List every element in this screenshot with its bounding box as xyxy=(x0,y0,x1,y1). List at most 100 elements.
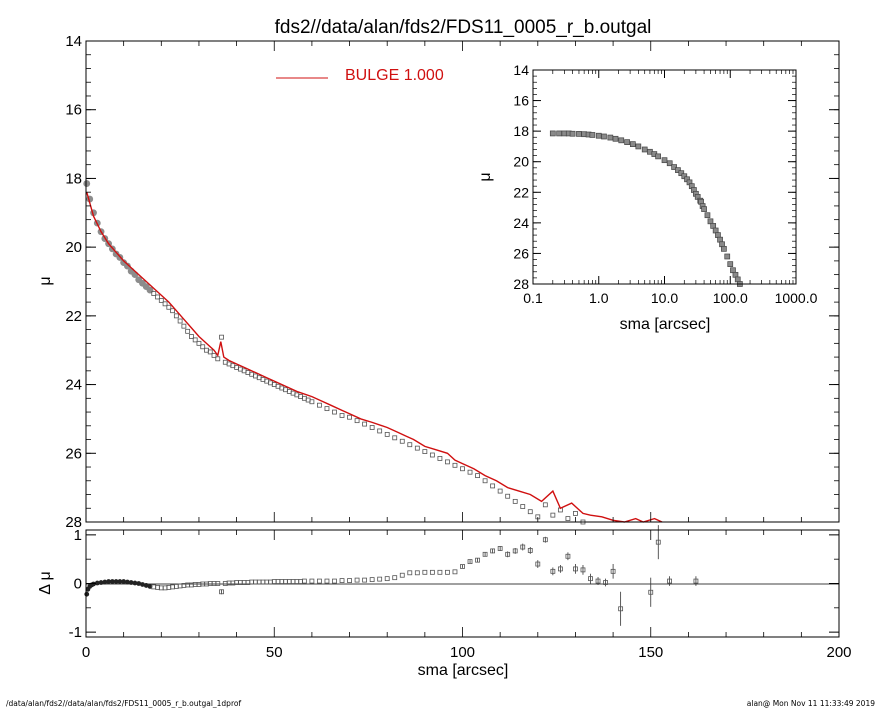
residual-y-tick-label: 0 xyxy=(74,576,82,593)
data-point xyxy=(354,418,360,424)
residual-point xyxy=(460,564,465,569)
inset-data-layer xyxy=(549,130,743,287)
x-tick-label: 150 xyxy=(638,644,663,661)
inset-y-tick-label: 20 xyxy=(513,154,529,170)
inset-y-tick-label: 22 xyxy=(513,184,529,200)
inset-y-tick-label: 16 xyxy=(513,93,529,109)
data-point xyxy=(392,435,398,441)
residual-plot-frame xyxy=(85,529,840,638)
data-point xyxy=(196,340,202,346)
residual-point xyxy=(505,551,511,557)
residual-point xyxy=(497,546,503,551)
data-point xyxy=(369,425,375,430)
footer-timestamp: alan@ Mon Nov 11 11:33:49 2019 xyxy=(746,699,875,708)
residual-point xyxy=(667,578,672,584)
inset-data-point xyxy=(678,170,685,177)
residual-point xyxy=(399,572,405,578)
residual-point xyxy=(429,569,435,575)
data-point xyxy=(185,328,191,334)
data-point xyxy=(407,442,413,448)
residual-point xyxy=(475,557,480,563)
inset-data-point xyxy=(641,146,648,153)
inset-data-point xyxy=(595,132,602,139)
residual-point xyxy=(392,575,398,581)
inset-data-point xyxy=(576,131,582,137)
inset-x-axis-label: sma [arcsec] xyxy=(620,316,711,333)
x-tick-label: 50 xyxy=(266,644,283,661)
data-point xyxy=(155,294,160,300)
main-ticks: 14 16 18 20 22 24 26 28 xyxy=(65,33,840,531)
residual-point xyxy=(550,568,556,574)
inset-x-tick-label: 0.1 xyxy=(523,290,543,306)
residual-point xyxy=(84,591,90,597)
data-point xyxy=(177,318,183,324)
main-y-tick-label: 14 xyxy=(65,33,82,50)
residual-point xyxy=(580,567,586,573)
data-point xyxy=(83,180,91,187)
inset-data-point xyxy=(556,130,563,137)
inset-y-tick-label: 14 xyxy=(513,62,529,78)
data-point xyxy=(192,337,198,343)
main-y-tick-label: 20 xyxy=(65,239,82,256)
data-point xyxy=(475,473,480,479)
main-y-tick-label: 22 xyxy=(65,308,82,325)
residual-point xyxy=(618,606,624,612)
chart-title: fds2//data/alan/fds2/FDS11_0005_r_b.outg… xyxy=(275,17,652,38)
residual-point xyxy=(132,580,138,586)
residual-point xyxy=(693,578,699,584)
inset-data-point xyxy=(675,167,681,173)
data-point xyxy=(512,498,518,504)
inset-data-point xyxy=(629,141,636,147)
data-point xyxy=(497,488,503,494)
inset-background xyxy=(533,70,796,284)
inset-data-point xyxy=(569,130,576,137)
data-point xyxy=(200,344,206,350)
inset-data-point xyxy=(618,137,625,144)
data-point xyxy=(437,456,443,461)
data-point xyxy=(550,512,556,518)
residual-point xyxy=(535,561,541,567)
residual-point xyxy=(573,566,578,572)
residual-point xyxy=(407,570,413,576)
inset-data-point xyxy=(721,245,727,252)
data-point xyxy=(414,445,420,451)
data-point xyxy=(347,414,352,420)
main-data-layer xyxy=(83,180,663,525)
residual-point xyxy=(542,537,548,543)
residual-point xyxy=(136,581,142,586)
main-legend: BULGE 1.000 xyxy=(276,67,444,84)
residual-point xyxy=(512,548,518,554)
inset-y-tick-label: 28 xyxy=(513,276,529,292)
residual-point xyxy=(422,569,428,575)
residual-point xyxy=(106,579,111,584)
data-point xyxy=(181,323,187,329)
data-point xyxy=(339,413,345,418)
residual-ticks: 10-10 50 100 150 200 xyxy=(69,527,852,661)
data-point xyxy=(170,308,175,314)
residual-point xyxy=(648,589,654,595)
residual-y-axis-label: Δ μ xyxy=(37,571,54,594)
residual-y-tick-label: 1 xyxy=(74,527,82,544)
residual-point xyxy=(369,577,375,583)
residual-point xyxy=(117,579,123,584)
residual-point xyxy=(565,553,571,559)
inset-data-point xyxy=(635,143,642,150)
data-point xyxy=(332,409,337,415)
data-point xyxy=(460,466,465,472)
inset-data-point xyxy=(589,132,596,138)
residual-point xyxy=(482,551,488,557)
data-point xyxy=(445,459,450,465)
inset-data-point xyxy=(666,160,673,167)
residual-point xyxy=(595,578,601,584)
residual-point xyxy=(332,578,337,584)
data-point xyxy=(384,431,390,437)
residual-point xyxy=(219,589,224,595)
main-y-tick-label: 16 xyxy=(65,102,82,119)
residual-point xyxy=(147,584,153,589)
residual-point xyxy=(377,576,383,582)
data-point xyxy=(215,356,221,362)
data-point xyxy=(399,438,405,444)
data-point xyxy=(207,349,213,355)
data-point xyxy=(173,313,179,319)
residual-point xyxy=(362,577,368,583)
